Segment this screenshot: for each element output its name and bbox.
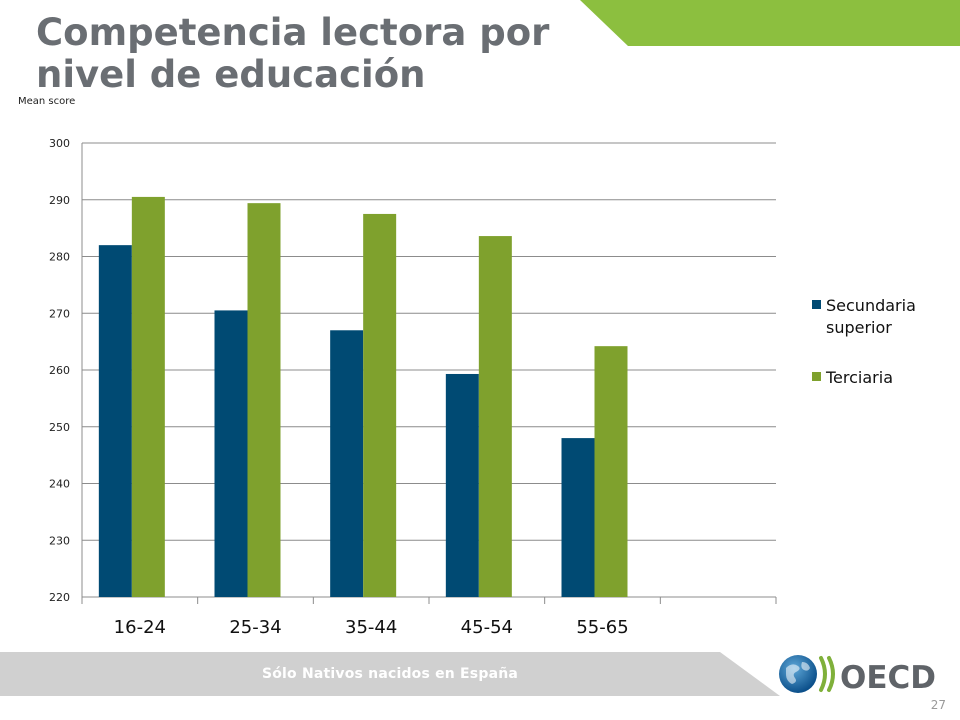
y-tick-label: 230 xyxy=(49,534,70,547)
y-tick-label: 270 xyxy=(49,307,70,320)
bar-terciaria xyxy=(247,203,281,597)
x-tick-label: 45-54 xyxy=(461,617,513,638)
bar-secundaria xyxy=(98,245,132,597)
slide-title-line-2: nivel de educación xyxy=(36,53,426,96)
bar-secundaria xyxy=(214,310,248,597)
y-tick-label: 300 xyxy=(49,137,70,150)
slide-title: Competencia lectora por nivel de educaci… xyxy=(36,12,549,96)
bar-secundaria xyxy=(330,330,364,597)
footer-note: Sólo Nativos nacidos en España xyxy=(261,666,519,682)
bar-terciaria xyxy=(363,213,397,597)
y-tick-label: 280 xyxy=(49,251,70,264)
bar-terciaria xyxy=(478,236,512,597)
globe-icon xyxy=(779,655,817,693)
page-number: 27 xyxy=(930,698,946,712)
legend-swatch xyxy=(812,372,821,381)
y-tick-label: 290 xyxy=(49,194,70,207)
green-banner xyxy=(580,0,960,46)
bar-chart: Mean score 220 230 240 250 260 270 280 290 300 16-… xyxy=(18,96,916,638)
x-tick-label: 35-44 xyxy=(345,617,397,638)
oecd-logo: OECD xyxy=(779,655,936,696)
green-banner-shape xyxy=(580,0,960,46)
footer-band-shape xyxy=(0,652,780,696)
y-tick-label: 220 xyxy=(49,591,70,604)
bar-terciaria xyxy=(594,346,628,597)
y-tick-label: 250 xyxy=(49,421,70,434)
legend-label: superior xyxy=(826,318,892,337)
legend-label: Secundaria xyxy=(826,296,916,315)
y-tick-label: 240 xyxy=(49,478,70,491)
x-tick-label: 16-24 xyxy=(114,617,166,638)
logo-text: OECD xyxy=(840,660,936,696)
slide-title-line-1: Competencia lectora por xyxy=(36,11,550,54)
legend-swatch xyxy=(812,300,821,309)
bar-secundaria xyxy=(561,438,595,597)
bar-secundaria xyxy=(445,373,479,597)
legend-label: Terciaria xyxy=(825,368,893,387)
x-tick-label: 25-34 xyxy=(229,617,281,638)
x-tick-label: 55-65 xyxy=(576,617,628,638)
y-axis-label: Mean score xyxy=(18,96,75,107)
bar-terciaria xyxy=(131,196,165,597)
footer-band xyxy=(0,652,780,696)
y-tick-label: 260 xyxy=(49,364,70,377)
